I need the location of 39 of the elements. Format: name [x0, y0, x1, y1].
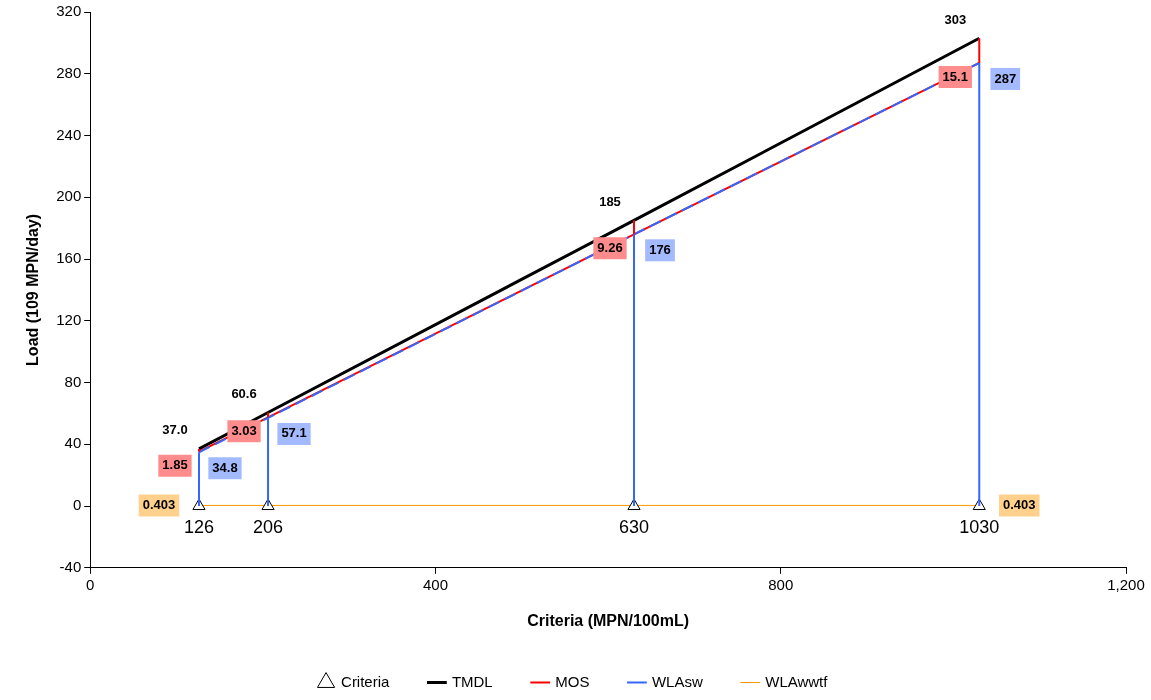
annotation: 15.1: [942, 68, 968, 84]
y-axis-title: Load (109 MPN/day): [24, 213, 42, 366]
x-tick-label: 400: [422, 575, 448, 593]
legend-label: WLAsw: [651, 672, 703, 690]
data-label: 0.403: [1002, 497, 1036, 512]
x-axis-title: Criteria (MPN/100mL): [527, 611, 690, 629]
annotation: 630: [618, 517, 650, 538]
data-label: 34.8: [212, 459, 238, 475]
y-tick-label: 80: [64, 372, 82, 390]
legend-label: Criteria: [341, 672, 391, 690]
data-label: 287: [994, 70, 1017, 86]
legend-label: MOS: [555, 672, 590, 690]
data-label: 176: [649, 241, 671, 257]
data-label: 303: [944, 11, 967, 27]
y-tick-label: 120: [56, 310, 82, 328]
y-tick-label: 200: [56, 187, 82, 205]
y-tick-label: 320: [56, 2, 82, 20]
y-tick-label: 160: [56, 249, 82, 267]
legend-label: TMDL: [451, 672, 493, 690]
y-tick-label: 40: [64, 434, 82, 452]
annotation: 206: [253, 517, 284, 538]
annotation: 1030: [959, 517, 1000, 538]
data-label: 185: [599, 194, 621, 209]
y-tick-label: 0: [72, 496, 82, 514]
y-tick-label: 280: [56, 63, 82, 81]
y-tick-label: -40: [59, 557, 82, 575]
annotation: 3.03: [231, 422, 257, 438]
data-label: 60.6: [231, 386, 257, 402]
annotation: 126: [183, 517, 215, 538]
data-label: 37.0: [162, 422, 188, 438]
annotation: 9.26: [597, 239, 623, 255]
x-tick-label: 0: [86, 575, 95, 593]
annotation: 1.85: [162, 457, 188, 473]
data-label: 57.1: [281, 425, 307, 441]
y-tick-label: 240: [56, 125, 82, 143]
x-tick-label: 1,200: [1107, 575, 1145, 593]
x-tick-label: 800: [768, 575, 794, 593]
legend-label: WLAwwtf: [765, 672, 829, 690]
data-label: 0.403: [142, 497, 176, 512]
